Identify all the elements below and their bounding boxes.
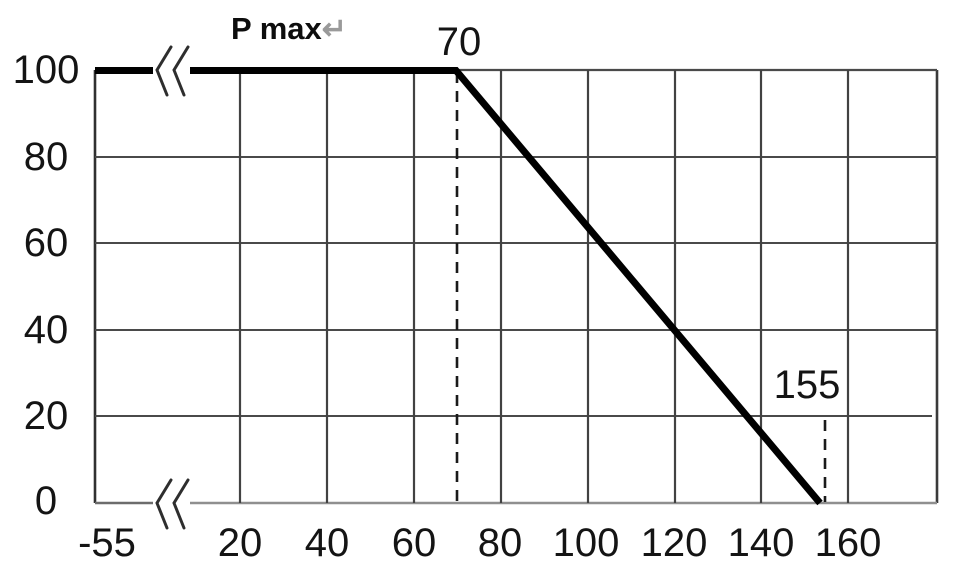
- annotation-breakpoint-70: 70: [436, 20, 482, 64]
- chart-title: P max↵: [231, 11, 347, 48]
- y-tick-label-100: 100: [12, 48, 80, 92]
- annotation-intercept-155: 155: [773, 363, 841, 407]
- x-tick-label-140: 140: [727, 521, 795, 565]
- x-tick-label-100: 100: [552, 521, 620, 565]
- return-symbol-icon: ↵: [321, 13, 347, 46]
- chart-title-text: P max: [231, 11, 322, 46]
- y-tick-label-40: 40: [23, 308, 69, 352]
- y-tick-label-80: 80: [23, 135, 69, 179]
- x-tick-label-160: 160: [814, 521, 882, 565]
- x-tick-label-80: 80: [477, 521, 523, 565]
- axis-break-top-icon: [155, 45, 190, 97]
- y-tick-label-0: 0: [34, 479, 58, 523]
- x-tick-label-60: 60: [391, 521, 437, 565]
- x-tick-label-40: 40: [304, 521, 350, 565]
- axis-break-bottom-icon: [155, 478, 190, 530]
- x-tick-label-neg55: -55: [78, 521, 136, 565]
- y-tick-label-20: 20: [23, 394, 69, 438]
- y-tick-label-60: 60: [23, 221, 69, 265]
- derating-curve-line: [190, 67, 823, 506]
- x-tick-label-20: 20: [217, 521, 263, 565]
- x-tick-label-120: 120: [640, 521, 708, 565]
